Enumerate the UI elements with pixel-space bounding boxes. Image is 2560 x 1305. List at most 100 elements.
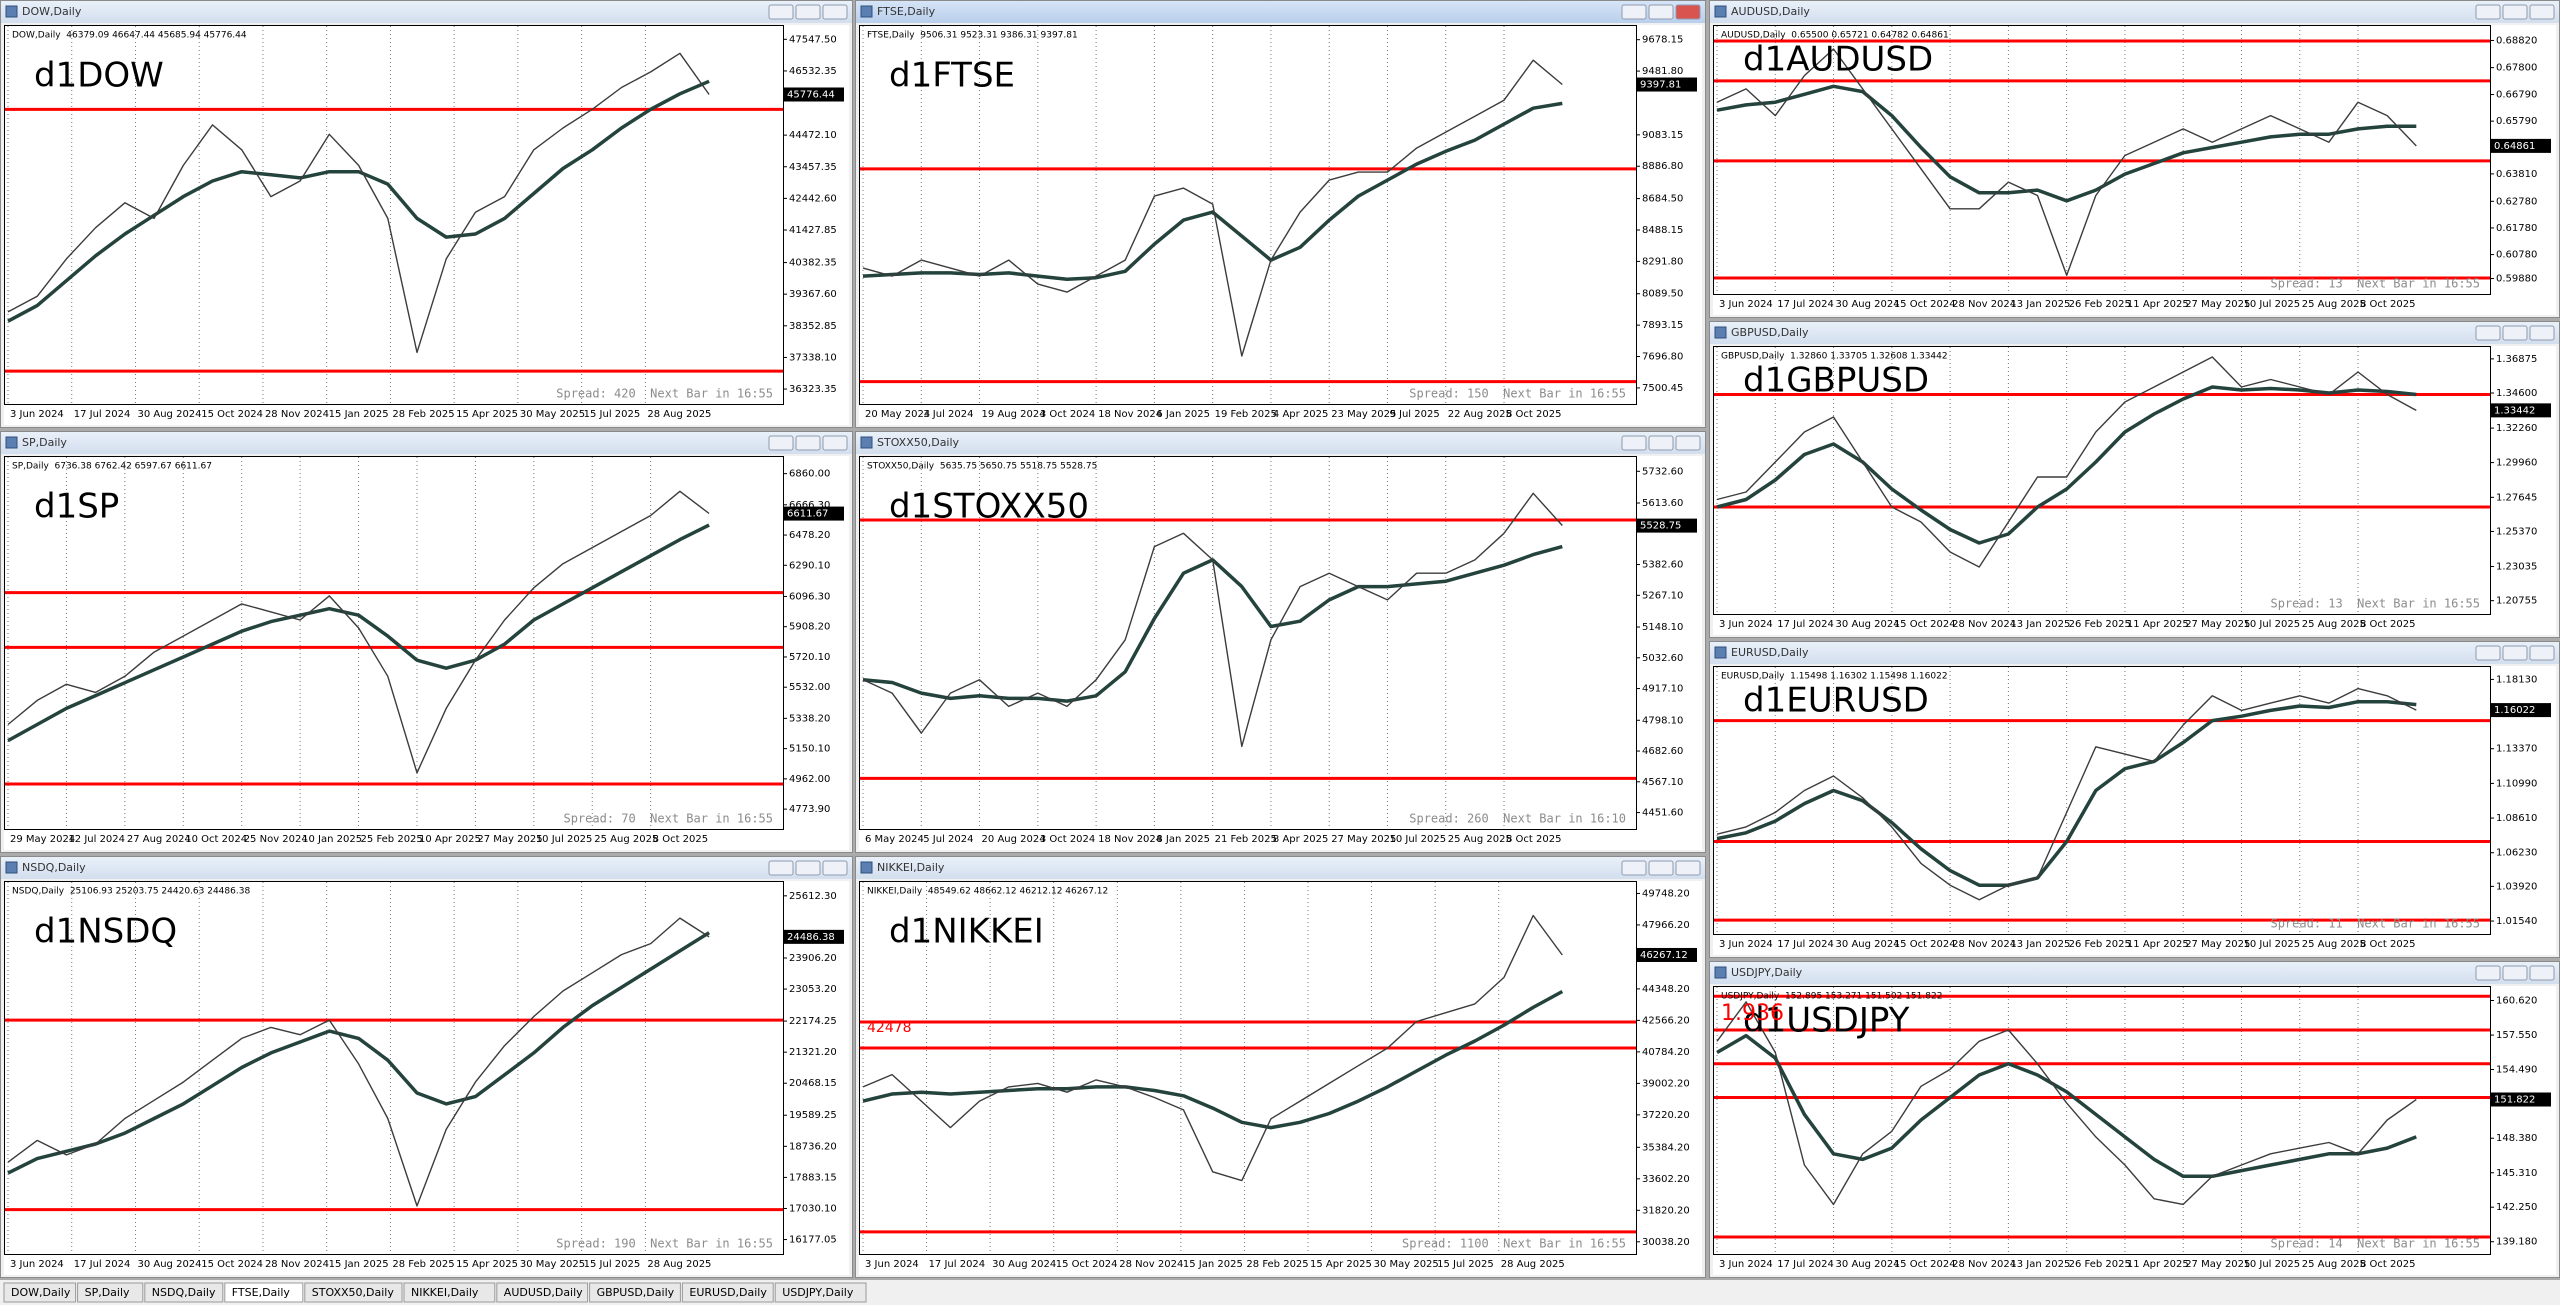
y-tick-label: 30038.20: [1642, 1237, 1690, 1248]
y-tick-label: 1.20755: [2496, 596, 2537, 607]
date-label: 15 Jan 2025: [329, 1259, 389, 1270]
y-tick-label: 5148.10: [1642, 622, 1683, 633]
minimize-button[interactable]: [2475, 325, 2501, 341]
window-title: FTSE,Daily: [877, 5, 936, 18]
close-button[interactable]: [822, 860, 848, 876]
minimize-button[interactable]: [1621, 860, 1647, 876]
date-label: 30 May 2025: [520, 1259, 585, 1270]
date-label: 3 Jun 2024: [1719, 299, 1773, 310]
window-tab[interactable]: [3, 1282, 77, 1303]
maximize-button[interactable]: [795, 4, 821, 20]
plot-frame: [4, 456, 784, 830]
date-label: 30 Aug 2024: [1836, 619, 1900, 630]
maximize-button[interactable]: [2502, 965, 2528, 981]
current-price: 1.33442: [2494, 405, 2535, 416]
chart-info: AUDUSD,Daily 0.65500 0.65721 0.64782 0.6…: [1721, 31, 1949, 41]
window-tab[interactable]: [224, 1282, 304, 1303]
y-tick-label: 1.32260: [2496, 423, 2537, 434]
date-label: 25 Aug 2025: [2302, 619, 2366, 630]
maximize-button[interactable]: [1648, 4, 1674, 20]
window-tab[interactable]: [403, 1282, 496, 1303]
minimize-button[interactable]: [2475, 4, 2501, 20]
chart-area: [1713, 666, 2556, 955]
date-label: 30 Aug 2024: [992, 1259, 1056, 1270]
minimize-button[interactable]: [1621, 435, 1647, 451]
annotation: 42478: [867, 1020, 912, 1036]
date-label: 8 Oct 2025: [2360, 939, 2415, 950]
y-tick-label: 39002.20: [1642, 1078, 1690, 1089]
y-tick-label: 5613.60: [1642, 498, 1683, 509]
window-title: SP,Daily: [22, 436, 67, 449]
price-line: [1716, 687, 2417, 901]
close-button[interactable]: [2529, 965, 2555, 981]
close-button[interactable]: [822, 4, 848, 20]
close-button[interactable]: [2529, 4, 2555, 20]
y-tick-label: 0.62780: [2496, 196, 2537, 207]
y-tick-label: 4798.10: [1642, 715, 1683, 726]
window-tab[interactable]: [144, 1282, 224, 1303]
chart-label: d1NIKKEI: [889, 912, 1044, 952]
minimize-button[interactable]: [768, 860, 794, 876]
minimize-button[interactable]: [2475, 965, 2501, 981]
window-title-bar: [1710, 962, 2559, 984]
window-tab[interactable]: [304, 1282, 403, 1303]
date-label: 12 Jul 2024: [68, 834, 125, 845]
close-button[interactable]: [1675, 860, 1701, 876]
date-label: 11 Apr 2025: [2127, 619, 2189, 630]
moving-average: [1716, 699, 2417, 887]
plot-frame: [1713, 25, 2491, 295]
y-tick-label: 47966.20: [1642, 920, 1690, 931]
minimize-button[interactable]: [2475, 645, 2501, 661]
y-tick-label: 35384.20: [1642, 1142, 1690, 1153]
maximize-button[interactable]: [795, 435, 821, 451]
date-label: 25 Aug 2025: [1448, 834, 1512, 845]
close-button[interactable]: [2529, 325, 2555, 341]
plot-frame: [1713, 666, 2491, 935]
date-label: 18 Nov 2024: [1098, 409, 1162, 420]
y-tick-label: 0.65790: [2496, 116, 2537, 127]
window-tab[interactable]: [77, 1282, 144, 1303]
y-tick-label: 31820.20: [1642, 1205, 1690, 1216]
date-label: 21 Feb 2025: [1215, 834, 1277, 845]
date-label: 27 Aug 2024: [127, 834, 191, 845]
date-label: 30 Aug 2024: [1836, 939, 1900, 950]
tab-label: GBPUSD,Daily: [597, 1286, 675, 1299]
window-tab[interactable]: [589, 1282, 681, 1303]
date-label: 23 May 2025: [1331, 409, 1396, 420]
y-tick-label: 4962.00: [789, 774, 830, 785]
date-label: 10 Jul 2025: [2243, 299, 2300, 310]
date-label: 17 Jul 2024: [74, 1259, 131, 1270]
current-price: 0.64861: [2494, 141, 2535, 152]
maximize-button[interactable]: [1648, 860, 1674, 876]
chart-label: d1FTSE: [889, 56, 1015, 96]
y-tick-label: 8886.80: [1642, 161, 1683, 172]
window-tab[interactable]: [496, 1282, 589, 1303]
maximize-button[interactable]: [2502, 325, 2528, 341]
date-label: 15 Jan 2025: [329, 409, 389, 420]
moving-average: [1716, 385, 2417, 545]
date-label: 17 Jul 2024: [1777, 1259, 1834, 1270]
window-tab[interactable]: [681, 1282, 774, 1303]
close-button[interactable]: [822, 435, 848, 451]
chart-info: FTSE,Daily 9506.31 9523.31 9386.31 9397.…: [867, 31, 1078, 41]
chart-label: d1DOW: [34, 56, 164, 96]
y-tick-label: 5032.60: [1642, 653, 1683, 664]
close-button[interactable]: [1675, 4, 1701, 20]
minimize-button[interactable]: [1621, 4, 1647, 20]
minimize-button[interactable]: [768, 435, 794, 451]
date-label: 28 Aug 2025: [647, 409, 711, 420]
current-price: 24486.38: [787, 932, 835, 943]
y-tick-label: 0.59880: [2496, 274, 2537, 285]
minimize-button[interactable]: [768, 4, 794, 20]
current-price-tag: [1637, 77, 1697, 92]
maximize-button[interactable]: [1648, 435, 1674, 451]
close-button[interactable]: [2529, 645, 2555, 661]
y-tick-label: 8684.50: [1642, 194, 1683, 205]
date-label: 28 Feb 2025: [392, 409, 454, 420]
maximize-button[interactable]: [2502, 645, 2528, 661]
window-tab[interactable]: [774, 1282, 867, 1303]
maximize-button[interactable]: [795, 860, 821, 876]
close-button[interactable]: [1675, 435, 1701, 451]
maximize-button[interactable]: [2502, 4, 2528, 20]
current-price: 1.16022: [2494, 705, 2535, 716]
